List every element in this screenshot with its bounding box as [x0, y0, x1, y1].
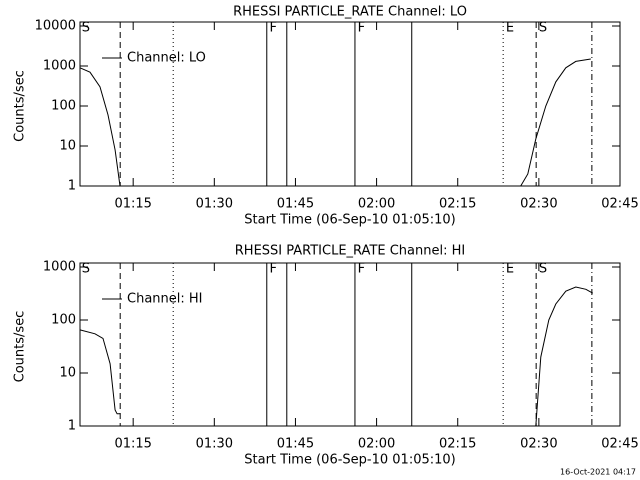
- event-label: E: [506, 262, 514, 277]
- x-tick-label: 02:45: [601, 197, 638, 212]
- x-tick-label: 02:45: [601, 437, 638, 452]
- x-tick-label: 02:15: [439, 437, 476, 452]
- y-tick-label: 1: [68, 179, 76, 194]
- chart-title: RHESSI PARTICLE_RATE Channel: LO: [233, 5, 467, 20]
- event-label: S: [539, 21, 547, 36]
- y-tick-label: 1: [68, 419, 76, 434]
- y-tick-label: 100: [51, 99, 76, 114]
- x-tick-label: 02:15: [439, 197, 476, 212]
- y-axis-title: Counts/sec: [13, 70, 28, 142]
- chart-title: RHESSI PARTICLE_RATE Channel: HI: [235, 244, 465, 259]
- x-tick-label: 01:30: [196, 437, 233, 452]
- event-label: F: [269, 262, 276, 277]
- event-label: S: [82, 262, 90, 277]
- x-axis-title: Start Time (06-Sep-10 01:05:10): [244, 213, 455, 228]
- y-tick-label: 1000: [43, 59, 76, 74]
- x-tick-label: 02:30: [520, 437, 557, 452]
- legend-label: Channel: LO: [127, 51, 206, 66]
- legend-label: Channel: HI: [127, 292, 203, 307]
- x-tick-label: 02:30: [520, 197, 557, 212]
- event-label: E: [506, 21, 514, 36]
- x-tick-label: 01:45: [277, 197, 314, 212]
- x-tick-label: 01:30: [196, 197, 233, 212]
- y-tick-label: 10000: [35, 19, 76, 34]
- y-tick-label: 100: [51, 313, 76, 328]
- event-label: F: [358, 262, 365, 277]
- plot-frame: [79, 21, 621, 187]
- x-tick-label: 02:00: [358, 197, 395, 212]
- y-tick-label: 10: [59, 139, 76, 154]
- event-label: S: [539, 262, 547, 277]
- x-tick-label: 01:15: [114, 437, 151, 452]
- event-label: F: [269, 21, 276, 36]
- y-tick-label: 1000: [43, 260, 76, 275]
- event-label: S: [82, 21, 90, 36]
- event-label: F: [358, 21, 365, 36]
- data-line: [79, 286, 594, 427]
- x-tick-label: 02:00: [358, 437, 395, 452]
- y-axis-title: Counts/sec: [13, 311, 28, 383]
- plot-frame: [79, 262, 621, 427]
- x-axis-title: Start Time (06-Sep-10 01:05:10): [244, 453, 455, 468]
- data-line: [79, 58, 591, 187]
- x-tick-label: 01:45: [277, 437, 314, 452]
- y-tick-label: 10: [59, 366, 76, 381]
- timestamp: 16-Oct-2021 04:17: [560, 468, 636, 477]
- x-tick-label: 01:15: [114, 197, 151, 212]
